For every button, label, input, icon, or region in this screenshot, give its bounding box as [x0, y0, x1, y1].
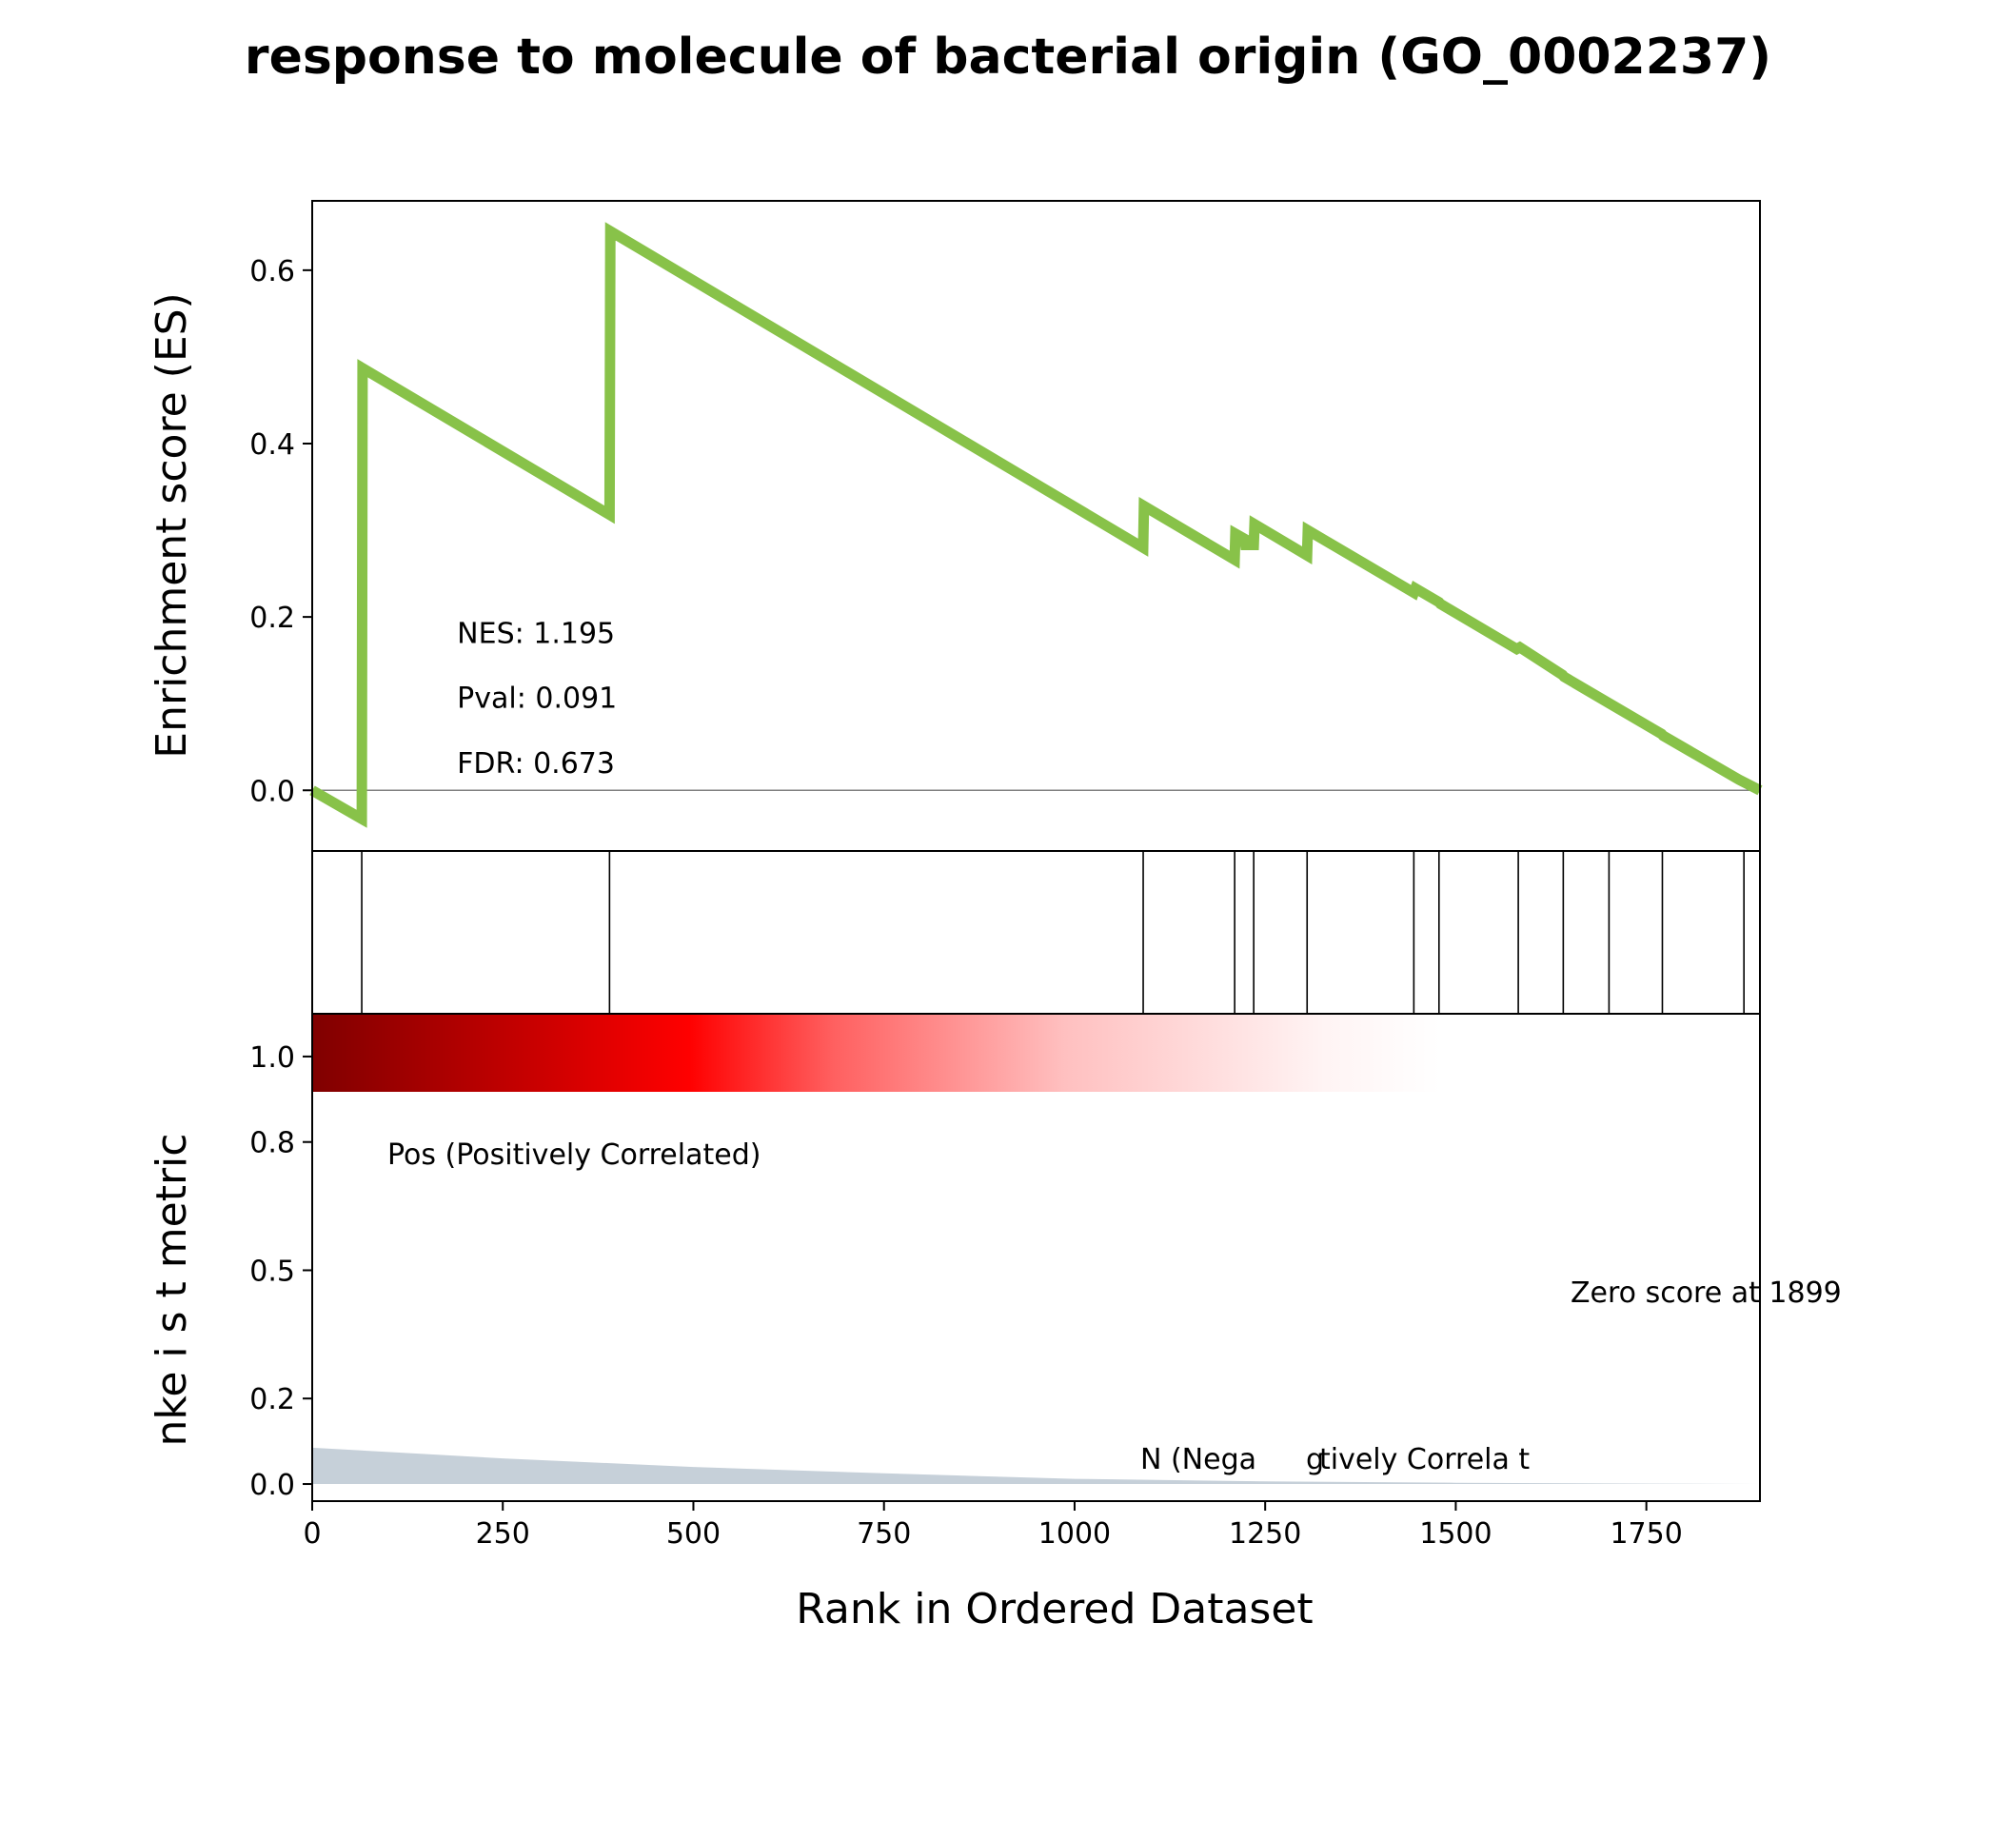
es-annotation-pval: Pval: 0.091: [457, 683, 617, 716]
rank-frame: [311, 1013, 1761, 1502]
rank-y-tick-label: 0.0: [249, 1469, 295, 1502]
correlation-colorbar: [313, 1014, 1759, 1092]
es-annotation-nes: NES: 1.195: [457, 617, 615, 650]
negative-label-continued: tively Correla t: [1319, 1443, 1530, 1476]
rank-y-tick-label: 1.0: [249, 1041, 295, 1075]
es-y-tick-label: 0.2: [249, 602, 295, 635]
x-tick-label: 750: [857, 1517, 911, 1551]
x-tick-label: 250: [476, 1517, 530, 1551]
rank-y-tick-label: 0.5: [249, 1255, 295, 1288]
x-tick-label: 1250: [1229, 1517, 1301, 1551]
negative-label: N (Nega: [1140, 1443, 1256, 1476]
es-annotation-fdr: FDR: 0.673: [457, 747, 615, 781]
zero-score-label: Zero score at 1899: [1571, 1276, 1842, 1310]
x-axis-label: Rank in Ordered Dataset: [796, 1585, 1313, 1633]
es-panel: 0.0 0.2 0.4 0.6 NES: 1.195 Pval: 0.091 FDR:…: [249, 200, 1763, 852]
es-y-tick-label: 0.0: [249, 775, 295, 808]
rank-panel: 0.0 0.2 0.5 0.8 1.0 0 250 500 750 1000 1250 1500 17…: [249, 1013, 1842, 1551]
x-tick-label: 1500: [1419, 1517, 1492, 1551]
ranked-metric-area: [312, 1447, 1760, 1485]
rank-y-tick-label: 0.8: [249, 1127, 295, 1160]
rank-y-ticks: 0.0 0.2 0.5 0.8 1.0: [249, 1041, 312, 1502]
x-tick-label: 0: [303, 1517, 321, 1551]
hits-panel: [311, 850, 1761, 1015]
rank-y-axis-label: nke i s t metric: [148, 1134, 196, 1447]
es-curve: [309, 222, 1763, 828]
positive-label: Pos (Positively Correlated): [387, 1138, 761, 1172]
chart-title: response to molecule of bacterial origin…: [245, 29, 1771, 86]
hits-frame: [311, 850, 1761, 1015]
es-y-ticks: 0.0 0.2 0.4 0.6: [249, 255, 312, 808]
es-y-tick-label: 0.6: [249, 255, 295, 288]
x-tick-label: 1000: [1038, 1517, 1111, 1551]
x-tick-label: 1750: [1610, 1517, 1682, 1551]
es-y-tick-label: 0.4: [249, 428, 295, 462]
x-tick-label: 500: [666, 1517, 721, 1551]
negative-label-overlap: g: [1306, 1443, 1324, 1476]
rank-x-ticks: 0 250 500 750 1000 1250 1500 1750: [303, 1501, 1683, 1551]
es-y-axis-label: Enrichment score (ES): [148, 292, 196, 758]
rank-y-tick-label: 0.2: [249, 1383, 295, 1416]
